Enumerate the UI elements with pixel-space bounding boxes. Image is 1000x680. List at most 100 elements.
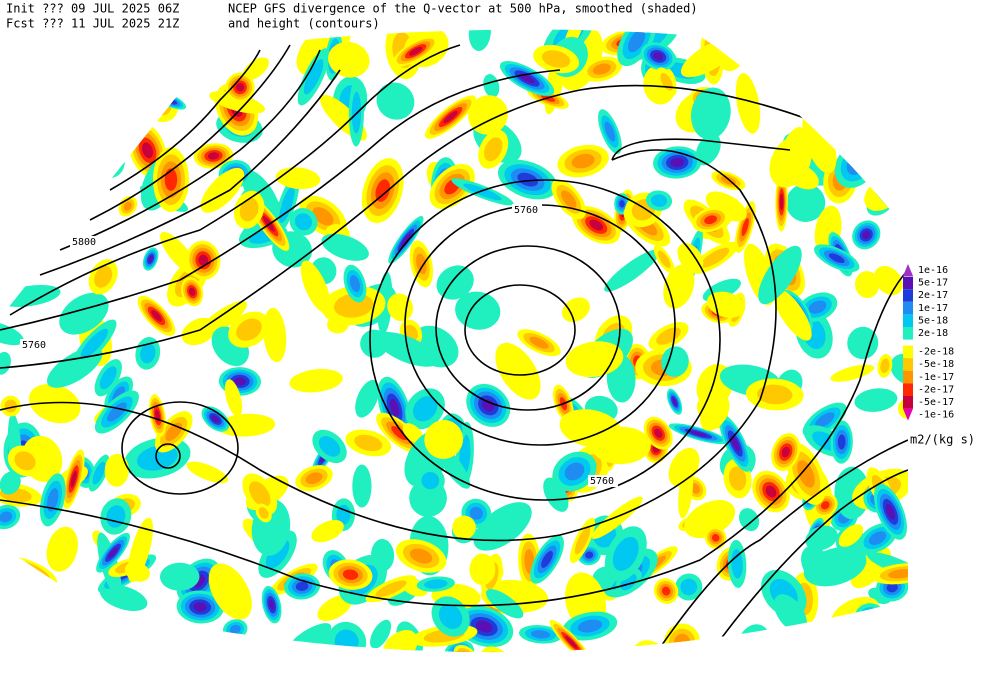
- colorbar-label: -1e-16: [918, 410, 954, 421]
- shade-blob: [148, 255, 153, 263]
- shade-blob: [529, 336, 549, 349]
- shade-blob: [463, 183, 502, 201]
- shade-blob: [9, 563, 44, 582]
- shade-blob: [16, 223, 31, 247]
- shade-blob: [517, 172, 539, 187]
- shade-blob: [728, 466, 747, 491]
- shade-blob: [830, 364, 875, 382]
- shade-blob: [321, 233, 369, 261]
- shade-blob: [655, 646, 682, 653]
- shade-blob: [877, 58, 908, 98]
- shade-blob: [94, 266, 113, 288]
- contour: [0, 69, 561, 331]
- shade-blob: [104, 453, 129, 487]
- shade-blob: [164, 41, 175, 60]
- contour: [109, 49, 261, 191]
- shade-blob: [660, 649, 677, 653]
- shade-blob: [305, 472, 323, 484]
- shade-blob: [589, 219, 604, 231]
- shade-blob: [889, 65, 908, 90]
- shade-blob: [371, 539, 395, 572]
- shade-blob: [571, 153, 595, 169]
- colorbar-swatch: [903, 383, 913, 396]
- shade-blob: [619, 200, 625, 208]
- shade-blob: [443, 110, 458, 124]
- shade-blob: [421, 471, 440, 490]
- shade-blob: [737, 624, 771, 653]
- shade-blob: [275, 167, 321, 190]
- shade-blob: [409, 46, 423, 56]
- contour: [0, 149, 777, 542]
- shade-blob: [416, 253, 427, 275]
- shade-blob: [188, 287, 196, 296]
- shade-blob: [817, 69, 868, 91]
- shade-blob: [657, 250, 671, 268]
- shade-blob: [233, 377, 246, 386]
- colorbar-label: 1e-17: [918, 303, 948, 314]
- colorbar-swatch: [903, 276, 913, 290]
- shade-blob: [303, 59, 324, 95]
- shade-blob: [349, 275, 361, 293]
- shade-blob: [863, 610, 878, 624]
- shade-blob: [873, 29, 896, 41]
- shade-blob: [80, 328, 108, 359]
- contour: [0, 84, 861, 369]
- shade-blob: [700, 394, 730, 431]
- shade-blob: [661, 586, 671, 596]
- shade-blob: [670, 157, 685, 168]
- shade-blob: [327, 315, 349, 334]
- shade-blob: [32, 81, 60, 127]
- shade-blob: [739, 508, 760, 532]
- shade-blob: [38, 91, 54, 117]
- shade-blob: [46, 526, 78, 572]
- shade-blob: [689, 649, 709, 653]
- colorbar-cap: [903, 264, 913, 276]
- shade-blob: [376, 82, 415, 120]
- shade-blob: [805, 525, 838, 551]
- forecast-time: Fcst ??? 11 JUL 2025 21Z: [6, 17, 179, 31]
- shade-blob: [3, 589, 35, 611]
- shade-blob: [452, 515, 476, 540]
- shade-blob: [216, 413, 276, 437]
- shade-blob: [124, 561, 150, 582]
- shade-blob: [838, 524, 864, 547]
- shade-blob: [424, 420, 464, 459]
- shade-blob: [650, 194, 668, 207]
- shade-blob: [140, 343, 156, 364]
- contour-label: 5800: [72, 237, 96, 248]
- shade-blob: [66, 204, 74, 212]
- shade-blob: [811, 66, 874, 94]
- shade-blob: [483, 74, 500, 98]
- colorbar-label: -5e-17: [918, 397, 954, 408]
- shade-blob: [660, 72, 673, 91]
- shade-blob: [1, 632, 21, 653]
- colorbar-label: -2e-18: [918, 347, 954, 358]
- shade-blob: [854, 73, 891, 82]
- shade-blob: [15, 111, 51, 145]
- shade-blob: [99, 366, 117, 390]
- colorbar-swatch: [903, 370, 913, 384]
- shade-blob: [741, 218, 749, 237]
- shade-blob: [592, 63, 611, 75]
- colorbar-label: -1e-17: [918, 372, 954, 383]
- shade-blob: [158, 30, 182, 71]
- shade-blob: [375, 580, 407, 598]
- shade-blob: [23, 181, 53, 202]
- shade-blob: [211, 415, 220, 423]
- shade-blob: [468, 95, 508, 135]
- shade-blob: [163, 65, 178, 103]
- contour: [464, 284, 576, 376]
- shade-blob: [4, 399, 17, 413]
- shade-blob: [661, 346, 689, 377]
- shade-blob: [565, 635, 578, 649]
- contour: [89, 44, 291, 221]
- shade-blob: [541, 50, 571, 68]
- shade-blob: [242, 57, 269, 81]
- shade-blob: [730, 435, 740, 452]
- shade-blob: [73, 618, 103, 653]
- shade-blob: [700, 247, 730, 268]
- colorbar-unit: m2/(kg s): [910, 433, 975, 447]
- colorbar-label: 1e-16: [918, 265, 948, 276]
- shade-blob: [786, 183, 826, 222]
